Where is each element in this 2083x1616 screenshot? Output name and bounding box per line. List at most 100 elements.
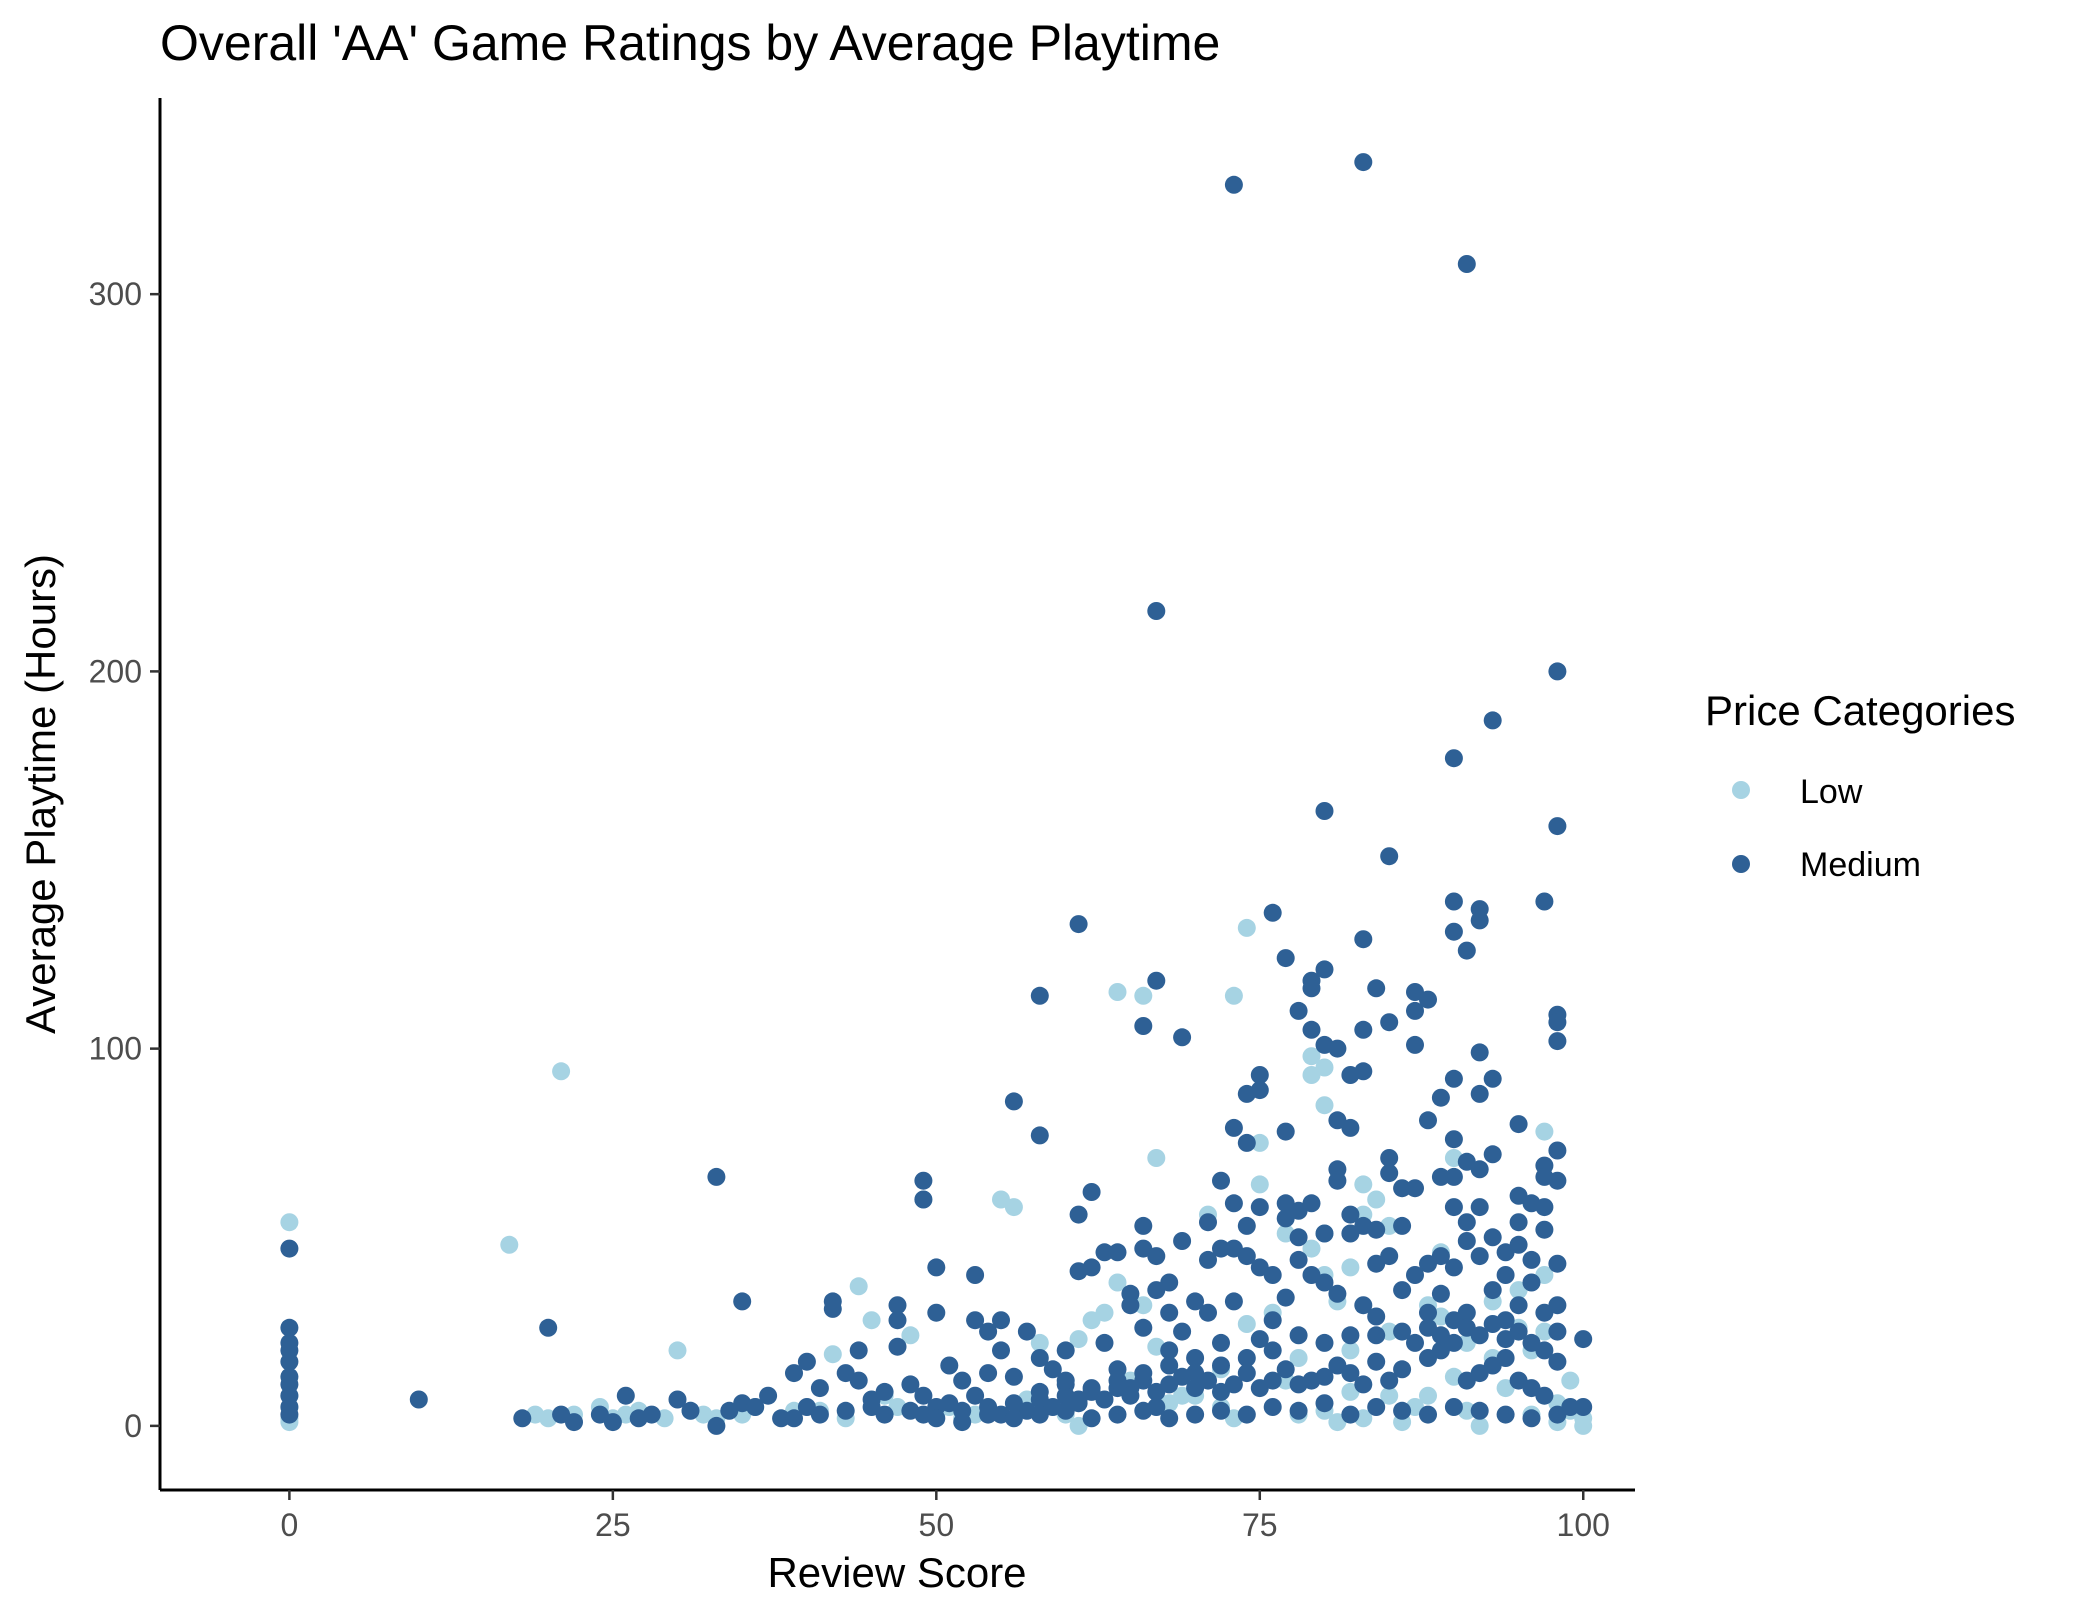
- point-medium: [668, 1390, 687, 1409]
- point-medium: [280, 1405, 299, 1424]
- point-medium: [1030, 1405, 1049, 1424]
- point-medium: [1431, 1341, 1450, 1360]
- point-medium: [1069, 1205, 1088, 1224]
- point-medium: [1069, 915, 1088, 934]
- point-medium: [940, 1356, 959, 1375]
- point-medium: [1095, 1333, 1114, 1352]
- point-low: [1004, 1198, 1023, 1217]
- point-low: [500, 1235, 519, 1254]
- point-medium: [565, 1413, 583, 1432]
- point-medium: [1315, 1273, 1334, 1292]
- point-medium: [1483, 1145, 1502, 1164]
- point-medium: [1328, 1284, 1347, 1303]
- point-medium: [409, 1390, 428, 1409]
- point-medium: [1509, 1213, 1528, 1232]
- point-medium: [1082, 1183, 1101, 1201]
- point-medium: [1444, 1333, 1463, 1352]
- point-medium: [1302, 1266, 1321, 1284]
- point-medium: [1380, 1164, 1399, 1183]
- point-medium: [1237, 1247, 1256, 1266]
- point-medium: [1535, 1303, 1554, 1322]
- point-medium: [1470, 1326, 1489, 1345]
- point-low: [1289, 1349, 1308, 1367]
- point-medium: [1535, 1386, 1554, 1405]
- series-medium: [280, 153, 1593, 1435]
- point-low: [1237, 918, 1256, 937]
- point-medium: [836, 1364, 855, 1383]
- point-medium: [590, 1405, 609, 1424]
- point-medium: [759, 1386, 778, 1405]
- point-medium: [1173, 1028, 1192, 1047]
- point-medium: [875, 1382, 894, 1401]
- point-medium: [1289, 1001, 1308, 1020]
- point-medium: [1147, 602, 1166, 620]
- point-medium: [1224, 1118, 1243, 1137]
- point-medium: [707, 1416, 726, 1435]
- point-low: [1380, 1386, 1399, 1405]
- y-tick-label: 0: [124, 1408, 142, 1444]
- point-low: [1250, 1133, 1269, 1152]
- point-medium: [1444, 1167, 1463, 1186]
- point-medium: [1354, 1062, 1373, 1081]
- point-medium: [810, 1379, 829, 1398]
- point-medium: [1263, 1341, 1282, 1360]
- point-medium: [1431, 1247, 1450, 1266]
- point-medium: [1186, 1349, 1205, 1367]
- point-low: [1535, 1322, 1554, 1341]
- point-medium: [1263, 903, 1282, 922]
- point-medium: [1160, 1341, 1179, 1360]
- point-medium: [1483, 711, 1502, 730]
- point-medium: [1199, 1303, 1217, 1322]
- point-medium: [1457, 941, 1476, 960]
- point-medium: [642, 1405, 661, 1424]
- point-medium: [1457, 1213, 1476, 1232]
- point-low: [1302, 1047, 1321, 1066]
- point-medium: [1380, 1247, 1399, 1266]
- point-medium: [1457, 255, 1476, 273]
- point-low: [1134, 1296, 1153, 1315]
- point-medium: [1224, 1292, 1243, 1311]
- point-low: [1341, 1258, 1360, 1277]
- point-medium: [1134, 1318, 1153, 1337]
- point-medium: [1406, 1179, 1424, 1198]
- point-medium: [1289, 1401, 1308, 1420]
- point-low: [1173, 1386, 1192, 1405]
- point-medium: [746, 1398, 765, 1416]
- point-medium: [1496, 1266, 1515, 1284]
- point-medium: [1406, 983, 1424, 1001]
- point-low: [1108, 983, 1127, 1001]
- point-medium: [1444, 922, 1463, 941]
- x-tick-label: 100: [1557, 1507, 1610, 1543]
- point-medium: [1250, 1198, 1269, 1217]
- point-medium: [1393, 1216, 1412, 1235]
- point-medium: [1237, 1364, 1256, 1383]
- point-medium: [1419, 1111, 1437, 1130]
- point-medium: [280, 1352, 299, 1371]
- point-medium: [849, 1371, 868, 1390]
- point-medium: [1056, 1401, 1075, 1420]
- point-medium: [1509, 1115, 1528, 1134]
- point-medium: [1535, 892, 1554, 911]
- point-medium: [966, 1311, 985, 1330]
- point-low: [1069, 1330, 1088, 1349]
- point-medium: [1419, 1405, 1437, 1424]
- legend-label-medium: Medium: [1800, 846, 1921, 884]
- point-low: [1224, 986, 1243, 1005]
- point-medium: [914, 1171, 933, 1190]
- point-low: [1470, 1416, 1489, 1435]
- point-medium: [927, 1303, 946, 1322]
- point-medium: [1147, 971, 1166, 990]
- point-low: [1302, 1239, 1321, 1258]
- point-medium: [1470, 1043, 1489, 1062]
- point-medium: [1328, 1171, 1347, 1190]
- point-medium: [1431, 1284, 1450, 1303]
- point-medium: [823, 1299, 842, 1318]
- point-medium: [1354, 153, 1373, 172]
- point-medium: [1393, 1401, 1412, 1420]
- point-medium: [1160, 1356, 1179, 1375]
- point-medium: [901, 1401, 920, 1420]
- point-medium: [1004, 1394, 1023, 1413]
- legend: Price Categories Low Medium: [1705, 687, 2015, 884]
- point-medium: [966, 1266, 985, 1284]
- point-medium: [1496, 1243, 1515, 1262]
